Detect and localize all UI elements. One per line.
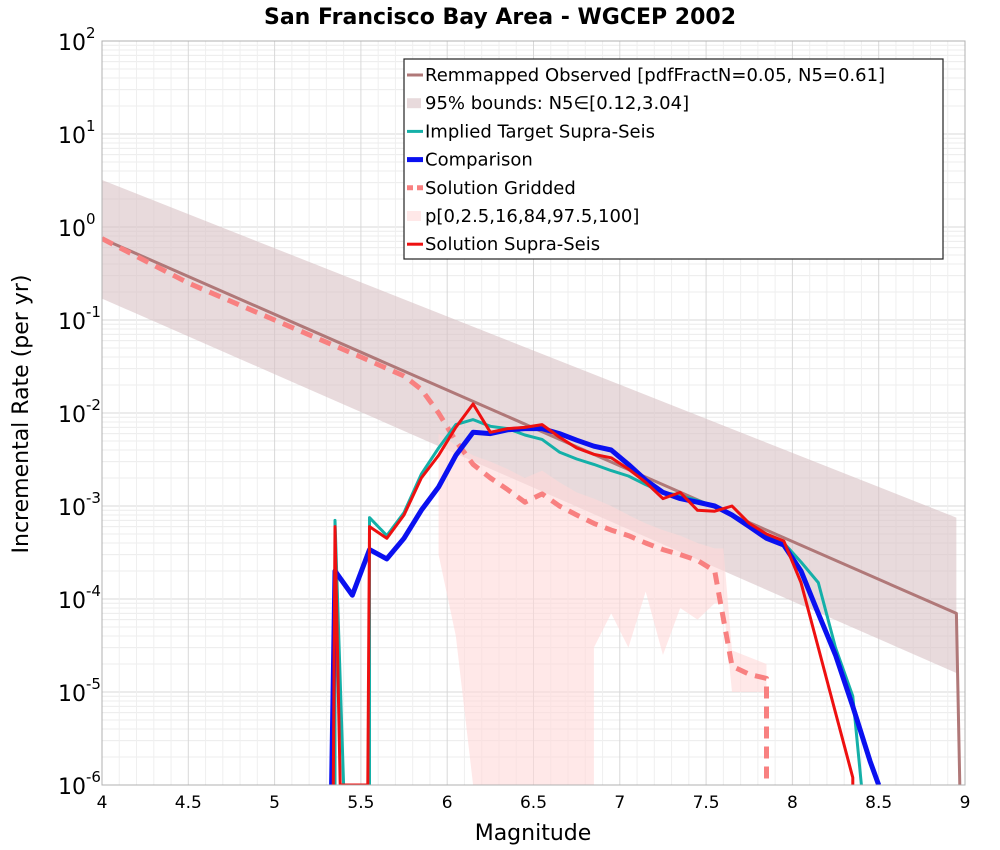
y-tick-label: 10-3 [58, 489, 101, 521]
legend-label: 95% bounds: N5∈[0.12,3.04] [425, 93, 689, 114]
x-tick-label: 7 [614, 793, 625, 813]
series-band [438, 433, 767, 785]
legend-label: Solution Gridded [425, 178, 576, 199]
x-tick-label: 8.5 [865, 793, 892, 813]
legend: Remmapped Observed [pdfFractN=0.05, N5=0… [403, 58, 944, 260]
legend-swatch [407, 211, 421, 221]
plot-area [102, 180, 962, 785]
y-tick-label: 10-6 [58, 768, 101, 800]
legend-swatch [407, 98, 421, 109]
y-tick-label: 102 [58, 24, 96, 56]
y-tick-label: 100 [58, 210, 96, 242]
x-tick-label: 4.5 [175, 793, 202, 813]
legend-label: Comparison [425, 150, 533, 171]
plot-border [101, 40, 966, 786]
y-tick-label: 101 [58, 117, 96, 149]
x-tick-label: 6.5 [520, 793, 547, 813]
x-tick-label: 5 [269, 793, 280, 813]
series-line [331, 402, 855, 785]
x-tick-label: 4 [97, 793, 108, 813]
y-tick-label: 10-2 [58, 396, 101, 428]
legend-box [403, 58, 944, 260]
x-tick-label: 5.5 [347, 793, 374, 813]
x-tick-label: 9 [960, 793, 971, 813]
x-axis-ticks: 4 4.5 5 5.5 6 6.5 7 7.5 8 8.5 9 [97, 793, 971, 813]
x-axis-label: Magnitude [475, 821, 592, 846]
legend-label: Remmapped Observed [pdfFractN=0.05, N5=0… [425, 65, 885, 86]
y-tick-label: 10-5 [58, 675, 101, 707]
y-axis-ticks: 10-6 10-5 10-4 10-3 10-2 10-1 100 101 102 [58, 24, 101, 800]
legend-label: Solution Supra-Seis [425, 234, 600, 255]
x-tick-label: 8 [787, 793, 798, 813]
x-tick-label: 6 [442, 793, 453, 813]
x-tick-label: 7.5 [693, 793, 720, 813]
series-line [102, 237, 962, 785]
y-tick-label: 10-4 [58, 582, 101, 614]
chart-title: San Francisco Bay Area - WGCEP 2002 [264, 5, 736, 30]
legend-label: p[0,2.5,16,84,97.5,100] [425, 206, 639, 227]
y-axis-label: Incremental Rate (per yr) [9, 275, 34, 554]
legend-label: Implied Target Supra-Seis [425, 121, 655, 142]
series-line [102, 236, 769, 785]
y-tick-label: 10-1 [58, 303, 101, 335]
